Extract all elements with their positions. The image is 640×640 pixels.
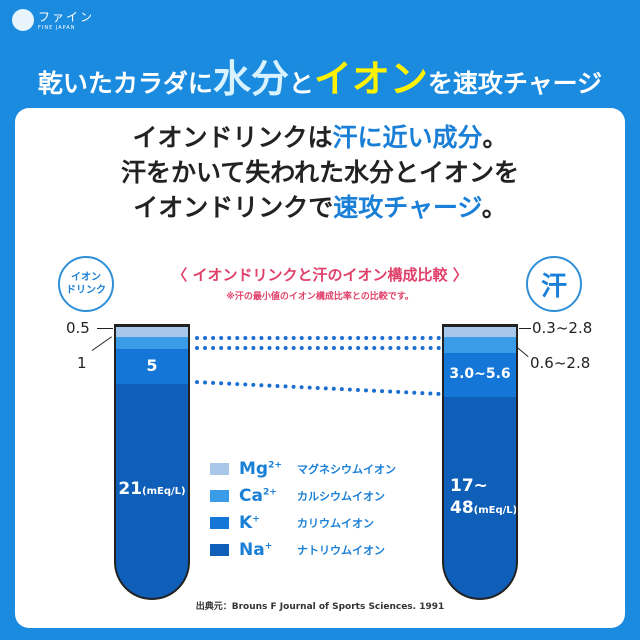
- legend-charge: +: [264, 540, 273, 551]
- legend-symbol: Ca: [239, 485, 263, 506]
- intro-1b: 汗に近い成分: [332, 123, 483, 152]
- mg-value: 0.5: [66, 319, 90, 337]
- na-value-min: 17~: [450, 476, 488, 496]
- legend-symbol: K: [239, 512, 253, 533]
- intro-2: 汗をかいて失われた水分とイオンを: [120, 158, 519, 187]
- legend-swatch: [210, 489, 229, 502]
- headline-part3: を速攻チャージ: [427, 69, 603, 98]
- brand-name: ファイン: [38, 10, 95, 24]
- headline: 乾いたカラダに水分とイオンを速攻チャージ: [0, 48, 640, 103]
- mg-segment: [444, 327, 516, 337]
- mg-connector: [195, 336, 441, 340]
- brand-sub: FINE JAPAN: [38, 25, 76, 31]
- unit: (mEq/L): [473, 505, 518, 516]
- ion-drink-bubble: イオン ドリンク: [58, 256, 114, 312]
- na-value-max: 48: [450, 498, 474, 518]
- ca-value: 1: [77, 354, 87, 372]
- ca-connector: [195, 346, 441, 350]
- comparison-note: ※汗の最小値のイオン構成比率との比較です。: [226, 292, 414, 302]
- intro-3c: 。: [481, 193, 507, 222]
- k-segment: 5: [116, 349, 188, 384]
- legend-symbol: Mg: [239, 458, 269, 479]
- legend-charge: 2+: [262, 486, 277, 497]
- ion-drink-tube: 5 21(mEq/L): [114, 324, 190, 600]
- sweat-bubble: 汗: [526, 256, 582, 312]
- legend-item-ca: Ca2+ カルシウムイオン: [210, 482, 396, 509]
- intro-text: イオンドリンクは汗に近い成分。 汗をかいて失われた水分とイオンを イオンドリンク…: [0, 120, 640, 225]
- na-value: 21: [118, 479, 143, 499]
- legend-swatch: [210, 543, 229, 556]
- legend-symbol: Na: [239, 539, 265, 560]
- unit: (mEq/L): [142, 486, 186, 497]
- comparison-title: 〈 イオンドリンクと汗のイオン構成比較 〉: [172, 266, 468, 284]
- legend-label: マグネシウムイオン: [297, 462, 396, 476]
- k-value: 5: [146, 356, 158, 375]
- intro-1a: イオンドリンクは: [132, 123, 333, 152]
- legend-item-mg: Mg2+ マグネシウムイオン: [210, 455, 396, 482]
- na-label: 17~ 48(mEq/L): [444, 475, 516, 522]
- headline-part2: と: [288, 69, 314, 98]
- sweat-tube: 3.0~5.6 17~ 48(mEq/L): [442, 324, 518, 600]
- legend-charge: 2+: [268, 459, 282, 470]
- legend-swatch: [210, 462, 229, 475]
- ca-segment: [444, 337, 516, 353]
- headline-water: 水分: [212, 57, 289, 101]
- mg-segment: [116, 327, 188, 337]
- intro-3a: イオンドリンクで: [133, 193, 334, 222]
- headline-part1: 乾いたカラダに: [37, 69, 213, 98]
- legend-swatch: [210, 516, 229, 529]
- legend-label: ナトリウムイオン: [297, 543, 385, 557]
- legend-item-k: K+ カリウムイオン: [210, 509, 396, 536]
- mg-pointer: [97, 328, 113, 329]
- mg-range: 0.3~2.8: [532, 319, 593, 337]
- legend-item-na: Na+ ナトリウムイオン: [210, 536, 396, 563]
- brand-logo: ファイン FINE JAPAN: [12, 8, 94, 31]
- legend-label: カリウムイオン: [297, 516, 374, 530]
- mg-pointer: [519, 328, 531, 329]
- ca-segment: [116, 337, 188, 349]
- intro-3b: 速攻チャージ: [333, 193, 482, 222]
- na-label: 21(mEq/L): [116, 479, 188, 499]
- source-citation: 出典元：Brouns F Journal of Sports Sciences.…: [195, 602, 445, 612]
- legend-label: カルシウムイオン: [297, 489, 385, 503]
- ca-range: 0.6~2.8: [530, 354, 591, 372]
- legend: Mg2+ マグネシウムイオン Ca2+ カルシウムイオン K+ カリウムイオン Na+…: [210, 455, 396, 563]
- intro-1c: 。: [482, 123, 508, 152]
- k-value: 3.0~5.6: [449, 366, 511, 382]
- headline-ion: イオン: [313, 57, 428, 101]
- k-segment: 3.0~5.6: [444, 353, 516, 397]
- logo-icon: [12, 8, 34, 31]
- legend-charge: +: [252, 513, 260, 524]
